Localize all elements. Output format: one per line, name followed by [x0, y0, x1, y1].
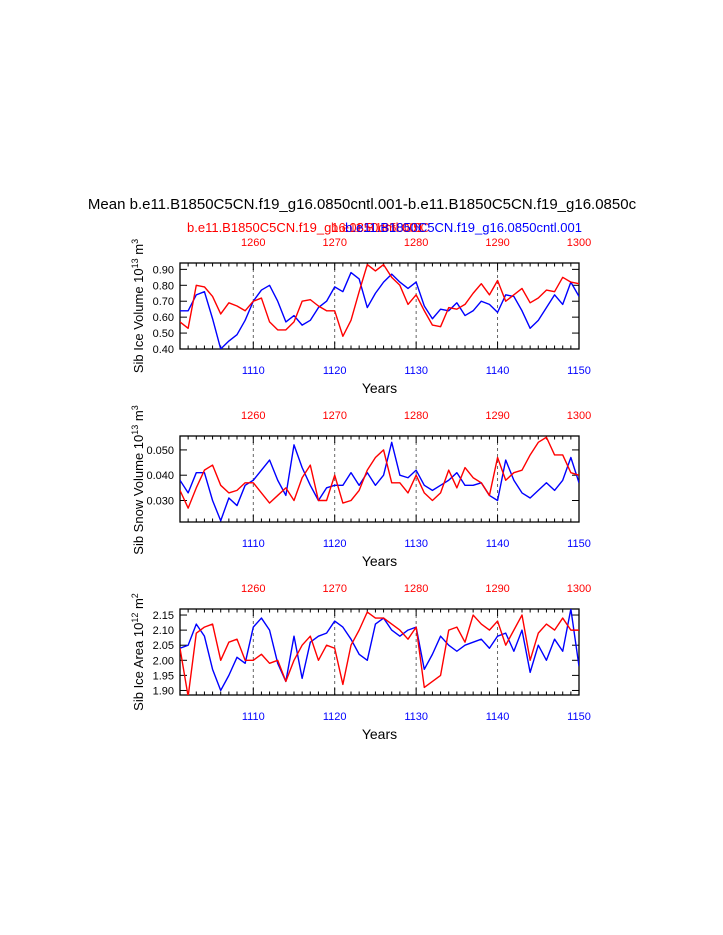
y-tick-label: 0.040	[146, 470, 174, 482]
x-tick-label-top: 1270	[322, 237, 346, 249]
y-axis-label-superscript: 13	[130, 425, 140, 435]
x-tick-label-bottom: 1110	[242, 365, 265, 377]
series-line-red	[180, 263, 579, 337]
y-tick-label: 0.40	[153, 344, 174, 356]
plot-frame	[179, 262, 580, 350]
x-tick-label-bottom: 1150	[567, 365, 591, 377]
y-axis-label-text: Sib Ice Area 10	[131, 623, 146, 711]
x-tick-label-top: 1270	[322, 583, 346, 595]
series-line-blue	[180, 609, 579, 692]
series-line-red	[180, 611, 579, 695]
y-tick-label: 0.050	[146, 445, 174, 457]
y-axis-label-text: m	[131, 410, 146, 424]
x-tick-label-bottom: 1140	[486, 365, 510, 377]
y-tick-label: 0.50	[153, 328, 174, 340]
x-tick-label-top: 1300	[567, 583, 591, 595]
y-tick-label: 0.70	[153, 296, 174, 308]
y-tick-label: 2.10	[153, 625, 174, 637]
x-axis-label: Years	[362, 553, 397, 569]
chart-panel-3: 1110 1120 1130 1140 1150 1260 1270 1280 1290 1300…	[130, 583, 591, 742]
x-tick-label-bottom: 1120	[323, 538, 347, 550]
y-axis-label: Sib Ice Volume 1013 m3	[130, 239, 146, 373]
y-tick-label: 0.60	[153, 312, 174, 324]
x-tick-label-bottom: 1130	[404, 711, 428, 723]
series-line-red	[180, 436, 579, 509]
y-tick-label: 1.95	[153, 670, 174, 682]
x-tick-label-bottom: 1130	[404, 365, 428, 377]
y-tick-label: 2.00	[153, 655, 174, 667]
x-tick-label-top: 1290	[485, 237, 509, 249]
y-tick-label: 0.90	[153, 264, 174, 276]
y-axis-label-superscript: 3	[130, 405, 140, 410]
y-tick-label: 1.90	[153, 685, 174, 697]
series-line-blue	[180, 441, 579, 522]
y-tick-label: 2.15	[153, 610, 174, 622]
y-axis-label-superscript: 12	[130, 613, 140, 623]
x-tick-label-top: 1300	[567, 237, 591, 249]
x-tick-label-top: 1300	[567, 410, 591, 422]
y-axis-label: Sib Ice Area 1012 m2	[130, 593, 146, 711]
x-tick-label-bottom: 1120	[323, 365, 347, 377]
x-tick-label-bottom: 1110	[242, 711, 265, 723]
x-tick-label-top: 1280	[404, 583, 428, 595]
y-tick-label: 2.05	[153, 640, 174, 652]
plot-frame	[179, 435, 580, 523]
legend-blue-label: b.e11.B1850C5CN.f19_g16.0850cntl.001	[345, 220, 582, 235]
figure-title: Mean b.e11.B1850C5CN.f19_g16.0850cntl.00…	[88, 196, 637, 213]
x-axis-label: Years	[362, 380, 397, 396]
x-tick-label-bottom: 1130	[404, 538, 428, 550]
y-axis-label-text: m	[131, 598, 146, 612]
x-tick-label-top: 1290	[485, 583, 509, 595]
y-axis-label-superscript: 13	[130, 258, 140, 268]
y-tick-label: 0.030	[146, 496, 174, 508]
x-tick-label-top: 1280	[404, 410, 428, 422]
y-axis-label-text: Sib Snow Volume 10	[131, 435, 146, 555]
y-axis-label-superscript: 3	[130, 239, 140, 244]
y-axis-label-text: m	[131, 244, 146, 258]
legend-red-label: b.e11.B1850C5CN.f19_g16.0850cntl.001	[187, 220, 424, 235]
chart-panel-2: 1110 1120 1130 1140 1150 1260 1270 1280 1290 1300…	[130, 405, 591, 569]
legend-overlap-label: b.e11.B1850C5C	[331, 220, 430, 235]
x-tick-label-bottom: 1140	[486, 711, 510, 723]
x-tick-label-top: 1260	[241, 410, 265, 422]
x-tick-label-top: 1290	[485, 410, 509, 422]
x-tick-label-top: 1260	[241, 237, 265, 249]
x-tick-label-bottom: 1120	[323, 711, 347, 723]
x-tick-label-top: 1280	[404, 237, 428, 249]
y-axis-label-text: Sib Ice Volume 10	[131, 268, 146, 373]
x-tick-label-top: 1260	[241, 583, 265, 595]
y-axis-label: Sib Snow Volume 1013 m3	[130, 405, 146, 554]
x-tick-label-bottom: 1140	[486, 538, 510, 550]
x-tick-label-bottom: 1150	[567, 711, 591, 723]
x-axis-label: Years	[362, 726, 397, 742]
y-tick-label: 0.80	[153, 280, 174, 292]
y-axis-label-superscript: 2	[130, 593, 140, 598]
x-tick-label-bottom: 1110	[242, 538, 265, 550]
x-tick-label-top: 1270	[322, 410, 346, 422]
x-tick-label-bottom: 1150	[567, 538, 591, 550]
chart-panel-1: 1110 1120 1130 1140 1150 1260 1270 1280 1290 1300…	[130, 237, 591, 396]
